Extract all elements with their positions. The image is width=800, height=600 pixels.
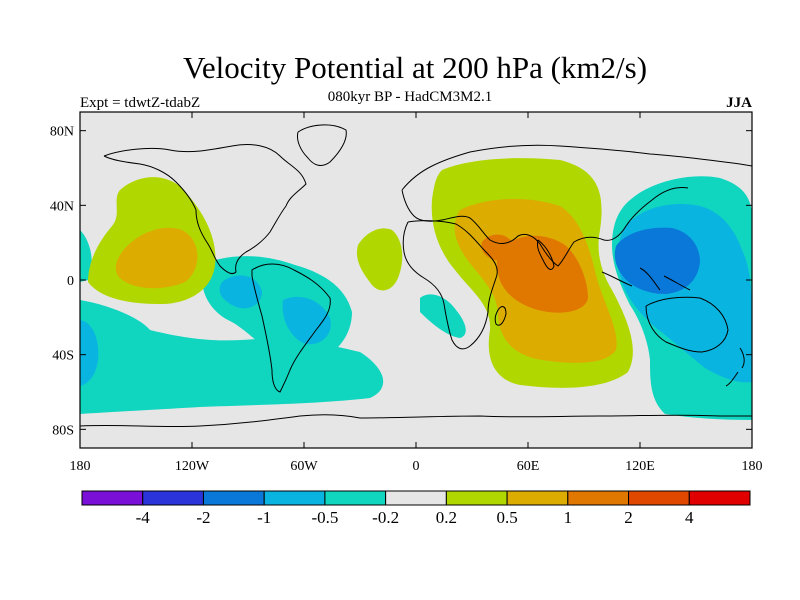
colorbar-swatch	[263, 490, 326, 506]
lat-tick-label: 0	[67, 274, 74, 289]
colorbar-swatch	[445, 490, 508, 506]
contour-south-atlantic-teal	[420, 294, 466, 338]
contour-arabia-orange	[481, 234, 513, 261]
colorbar: -4 -2 -1 -0.5 -0.2 0.2 0.5 1 2 4	[81, 490, 751, 527]
coast-australia	[645, 296, 729, 353]
coast-new-zealand	[725, 347, 745, 387]
map-title: Velocity Potential at 200 hPa (km2/s)	[182, 50, 648, 85]
coast-europe-asia	[401, 144, 752, 267]
contour-east-pacific-cyan	[219, 275, 262, 309]
colorbar-swatch	[506, 490, 569, 506]
season-label: JJA	[726, 95, 752, 111]
contour-ne-pacific-yellow	[115, 227, 198, 289]
colorbar-label: -0.2	[372, 508, 399, 527]
colorbar-label: -0.5	[311, 508, 338, 527]
colorbar-swatch	[385, 490, 447, 506]
colorbar-label: 1	[564, 508, 573, 527]
lon-tick-label: 180	[742, 459, 763, 474]
coast-south-america	[251, 263, 331, 393]
colorbar-swatch	[567, 490, 630, 506]
lon-axis: 180 120W 60W 0 60E 120E 180	[70, 112, 763, 474]
lat-axis: 80N 40N 0 40S 80S	[50, 125, 752, 438]
lon-tick-label: 0	[413, 459, 420, 474]
colorbar-label: 0.2	[436, 508, 457, 527]
lon-tick-label: 180	[70, 459, 91, 474]
coastlines	[80, 124, 752, 428]
contour-south-pacific-cyan	[80, 320, 99, 386]
colorbar-swatch	[81, 490, 144, 506]
lat-tick-label: 40S	[52, 349, 74, 364]
contour-south-pacific-teal	[80, 300, 384, 414]
colorbar-swatch	[202, 490, 265, 506]
lon-tick-label: 60E	[517, 459, 540, 474]
lon-tick-label: 120W	[175, 459, 210, 474]
coast-africa	[402, 220, 498, 350]
coast-indonesia	[601, 267, 691, 291]
map-panel	[80, 112, 752, 448]
coast-north-america	[103, 143, 307, 275]
contour-west-pacific-blue	[614, 227, 700, 294]
map-subtitle: 080kyr BP - HadCM3M2.1	[327, 89, 493, 105]
experiment-label: Expt = tdwtZ-tdabZ	[80, 95, 201, 111]
contour-south-america-cyan	[282, 296, 331, 345]
colorbar-label: -1	[257, 508, 271, 527]
lon-tick-label: 120E	[625, 459, 655, 474]
colorbar-label: 2	[624, 508, 633, 527]
lon-tick-label: 60W	[290, 459, 318, 474]
colorbar-label: -4	[136, 508, 151, 527]
coast-greenland	[297, 124, 347, 166]
lat-tick-label: 80N	[50, 125, 74, 140]
colorbar-swatch	[688, 490, 751, 506]
coast-india	[537, 239, 555, 270]
colorbar-label: -2	[196, 508, 210, 527]
colorbar-label: 4	[685, 508, 694, 527]
lat-tick-label: 80S	[52, 423, 74, 438]
coast-antarctica	[80, 414, 752, 428]
contour-pacific-west-teal	[80, 230, 92, 282]
colorbar-swatch	[142, 490, 204, 506]
colorbar-label: 0.5	[496, 508, 517, 527]
colorbar-swatch	[324, 490, 387, 506]
lat-tick-label: 40N	[50, 199, 74, 214]
contour-atlantic-green	[356, 228, 403, 291]
colorbar-swatch	[628, 490, 690, 506]
coast-madagascar	[494, 306, 507, 326]
